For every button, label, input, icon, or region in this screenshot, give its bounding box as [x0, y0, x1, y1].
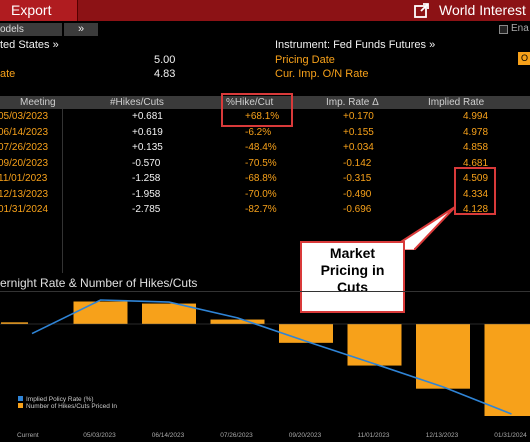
legend-label-hikes-cuts: Number of Hikes/Cuts Priced In	[26, 403, 117, 410]
cell-hikes-cuts: -0.570	[132, 157, 161, 169]
chart-bar	[1, 322, 28, 324]
cell-hikes-cuts: -1.258	[132, 173, 161, 184]
chart-x-tick-label: 06/14/2023	[152, 432, 185, 439]
chart-x-tick-label: 12/13/2023	[426, 432, 459, 439]
table-header	[0, 96, 530, 109]
cell-implied-rate: 4.128	[463, 204, 489, 215]
cell-pct-hike-cut: -70.5%	[245, 157, 277, 169]
chart-bar	[279, 324, 333, 343]
chart-title: ernight Rate & Number of Hikes/Cuts	[0, 276, 198, 290]
col-header-meeting[interactable]: Meeting	[20, 97, 56, 108]
chart-bar	[142, 303, 196, 324]
cell-hikes-cuts: -1.958	[132, 188, 161, 200]
legend-label-implied-rate: Implied Policy Rate (%)	[26, 396, 94, 403]
legend-swatch-implied-rate	[18, 396, 23, 401]
chart-bar	[347, 324, 402, 366]
chart-x-tick-label: 01/31/2024	[494, 432, 527, 439]
option-button[interactable]: O	[518, 52, 530, 65]
chart-x-tick-label: 09/20/2023	[289, 432, 322, 439]
implied-rate-callout-box	[454, 167, 496, 215]
cell-hikes-cuts: +0.135	[132, 142, 163, 153]
enable-label: Ena	[511, 23, 529, 34]
effective-rate-value: 4.83	[154, 68, 176, 80]
chart-x-tick-label: Current	[17, 432, 39, 439]
title-bar	[0, 0, 530, 21]
instrument-selector[interactable]: Instrument: Fed Funds Futures »	[275, 39, 436, 51]
cell-imp-rate-delta: -0.696	[343, 204, 372, 215]
cell-meeting: 06/14/2023	[0, 126, 49, 138]
export-button[interactable]: Export	[0, 0, 78, 21]
cell-meeting: 09/20/2023	[0, 157, 49, 169]
cell-pct-hike-cut: +68.1%	[245, 111, 280, 122]
cell-hikes-cuts: +0.681	[132, 111, 163, 122]
cell-meeting: 05/03/2023	[0, 111, 49, 122]
cell-implied-rate: 4.681	[463, 157, 489, 169]
chart-bar	[416, 324, 470, 389]
cell-meeting: 12/13/2023	[0, 188, 49, 200]
cell-implied-rate: 4.994	[463, 111, 489, 122]
window-title: World Interest	[439, 2, 526, 18]
cell-imp-rate-delta: -0.490	[343, 188, 372, 200]
cell-imp-rate-delta: +0.155	[343, 126, 374, 138]
enable-checkbox[interactable]	[499, 25, 508, 34]
col-header-pct-hike-cut[interactable]: %Hike/Cut	[226, 97, 274, 108]
expand-chevron-button[interactable]: »	[64, 23, 98, 36]
cell-pct-hike-cut: -70.0%	[245, 188, 277, 200]
chart-x-tick-label: 11/01/2023	[357, 432, 389, 439]
annotation-line: Pricing in	[320, 262, 385, 278]
cell-imp-rate-delta: +0.034	[343, 142, 374, 153]
cell-implied-rate: 4.858	[463, 142, 489, 153]
chart-bar	[210, 319, 265, 324]
chart-divider	[0, 291, 530, 292]
cell-implied-rate: 4.978	[463, 126, 489, 138]
col-header-imp-rate-delta[interactable]: Imp. Rate Δ	[326, 97, 379, 108]
col-header-implied-rate[interactable]: Implied Rate	[428, 97, 485, 108]
cell-meeting: 11/01/2023	[0, 173, 48, 184]
cell-pct-hike-cut: -68.8%	[245, 173, 277, 184]
legend-swatch-hikes-cuts	[18, 403, 23, 408]
chart-series-line	[31, 299, 512, 415]
external-link-icon[interactable]	[414, 3, 430, 18]
pct-callout-box	[221, 93, 293, 127]
cell-meeting: 01/31/2024	[0, 204, 49, 215]
cell-pct-hike-cut: -48.4%	[245, 142, 277, 153]
cell-pct-hike-cut: -82.7%	[245, 204, 277, 215]
rate-hikes-chart: Current 05/03/2023 06/14/2023 07/26/2023 09/…	[0, 299, 530, 439]
cell-implied-rate: 4.334	[463, 188, 489, 200]
country-selector[interactable]: ted States »	[0, 39, 59, 51]
chart-x-tick-label: 05/03/2023	[83, 432, 116, 439]
cell-imp-rate-delta: -0.315	[343, 173, 372, 184]
pricing-date-label: Pricing Date	[275, 54, 335, 66]
cell-imp-rate-delta: +0.170	[343, 111, 374, 122]
cell-hikes-cuts: +0.619	[132, 126, 163, 138]
chart-x-tick-label: 07/26/2023	[220, 432, 253, 439]
cell-meeting: 07/26/2023	[0, 142, 49, 153]
annotation-line: Market	[329, 245, 376, 261]
col-header-hikes-cuts[interactable]: #Hikes/Cuts	[110, 97, 164, 108]
cell-pct-hike-cut: -6.2%	[245, 126, 272, 138]
cur-imp-rate-label: Cur. Imp. O/N Rate	[275, 68, 369, 80]
cell-hikes-cuts: -2.785	[132, 204, 161, 215]
target-rate-value: 5.00	[154, 54, 176, 66]
cell-imp-rate-delta: -0.142	[343, 157, 372, 169]
rate-label: ate	[0, 68, 16, 80]
cell-implied-rate: 4.509	[463, 173, 489, 184]
chart-bar	[484, 324, 530, 416]
chart-bar	[73, 301, 128, 324]
column-divider	[62, 109, 63, 273]
models-tab[interactable]: odels	[0, 23, 62, 36]
